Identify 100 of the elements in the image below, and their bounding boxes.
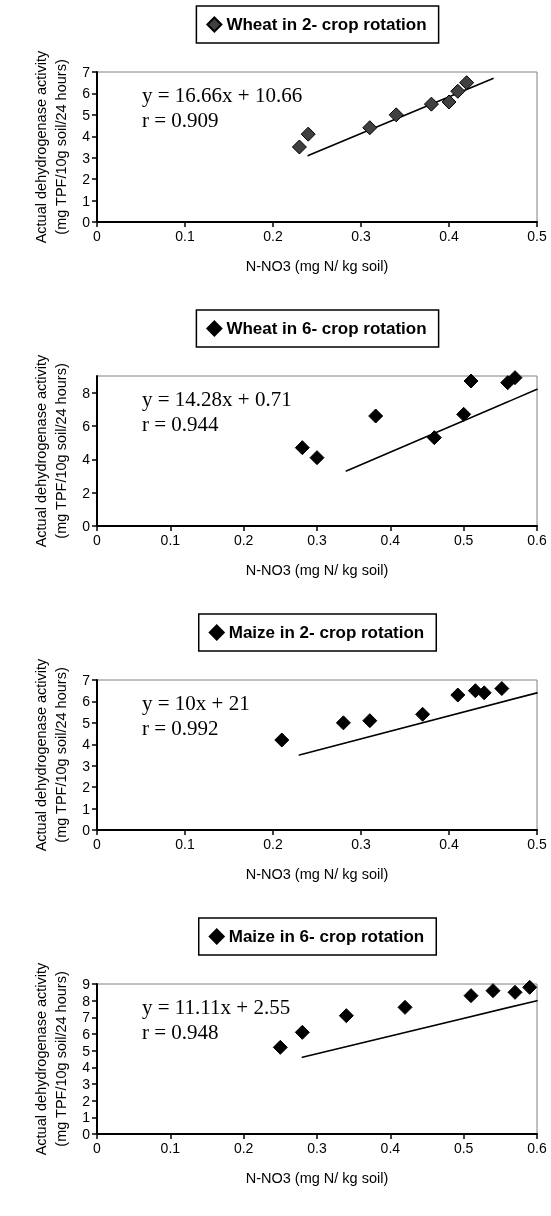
point [397, 999, 413, 1015]
annotation: y = 14.28x + 0.71 [142, 386, 292, 411]
y-tick-label: 0 [82, 214, 91, 230]
annotation: r = 0.909 [142, 107, 219, 132]
point [485, 983, 501, 999]
y-tick-label: 4 [82, 451, 91, 468]
x-tick-label: 0.2 [233, 1140, 254, 1156]
point [423, 96, 439, 112]
x-tick-label: 0.1 [175, 228, 195, 244]
y-tick-label: 0 [82, 1126, 91, 1142]
y-tick-label: 3 [82, 149, 91, 166]
y-tick-label: 0 [82, 822, 91, 838]
annotation: y = 10x + 21 [142, 690, 250, 715]
point [294, 440, 310, 456]
point [294, 1024, 310, 1040]
y-tick-label: 1 [82, 192, 91, 209]
point [362, 713, 378, 729]
x-tick-label: 0.4 [439, 836, 459, 852]
annotation: r = 0.944 [142, 411, 220, 436]
y-tick-label: 1 [82, 800, 91, 817]
y-tick-label: 4 [82, 1059, 91, 1076]
point [309, 450, 325, 466]
annotation: y = 16.66x + 10.66 [142, 82, 303, 107]
y-tick-label: 6 [82, 85, 91, 102]
x-tick-label: 0 [93, 532, 102, 548]
annotation: r = 0.992 [142, 715, 219, 740]
point [463, 988, 479, 1004]
y-tick-label: 5 [82, 714, 91, 731]
x-axis-title: N-NO3 (mg N/ kg soil) [245, 865, 389, 882]
y-tick-label: 7 [82, 1009, 91, 1026]
y-axis-title: Actual dehydrogenase activity (mg TPF/10g soil/24 hours) [33, 657, 69, 852]
x-tick-label: 0 [93, 1140, 102, 1156]
point [522, 979, 538, 995]
y-axis-title: Actual dehydrogenase activity (mg TPF/10g soil/24 hours) [33, 49, 69, 244]
point [456, 406, 472, 422]
legend-label: Wheat in 2- crop rotation [226, 15, 427, 34]
y-tick-label: 0 [82, 518, 91, 534]
x-tick-label: 0.3 [351, 228, 371, 244]
point [291, 139, 307, 155]
y-tick-label: 4 [82, 128, 91, 145]
x-tick-label: 0.1 [175, 836, 195, 852]
point [450, 83, 466, 99]
x-tick-label: 0.4 [439, 228, 459, 244]
x-tick-label: 0.2 [233, 532, 254, 548]
x-tick-label: 0.2 [263, 836, 283, 852]
x-tick-label: 0.3 [307, 532, 327, 548]
x-tick-label: 0.1 [160, 532, 181, 548]
x-tick-label: 0.5 [453, 1140, 474, 1156]
x-tick-label: 0.3 [307, 1140, 327, 1156]
point [459, 75, 475, 91]
legend-label: Wheat in 6- crop rotation [226, 319, 427, 338]
y-tick-label: 6 [82, 1026, 91, 1042]
x-tick-label: 0 [93, 836, 102, 852]
point [450, 687, 466, 703]
x-tick-label: 0.5 [453, 532, 474, 548]
x-axis-title: N-NO3 (mg N/ kg soil) [245, 561, 389, 578]
y-tick-label: 2 [82, 1092, 91, 1109]
x-tick-label: 0.4 [380, 532, 401, 548]
y-tick-label: 7 [82, 672, 91, 688]
y-tick-label: 6 [82, 693, 91, 710]
x-tick-label: 0.2 [263, 228, 283, 244]
point [272, 1039, 288, 1055]
x-tick-label: 0.4 [380, 1140, 401, 1156]
point [507, 370, 523, 386]
point [463, 373, 479, 389]
y-tick-label: 2 [82, 779, 91, 796]
point [368, 408, 384, 424]
y-axis-title: Actual dehydrogenase activity (mg TPF/10g soil/24 hours) [33, 353, 69, 548]
point [441, 94, 457, 110]
y-tick-label: 8 [82, 992, 91, 1009]
y-tick-label: 3 [82, 1076, 91, 1092]
y-tick-label: 1 [82, 1109, 91, 1126]
point [415, 706, 431, 722]
point [507, 984, 523, 1000]
y-tick-label: 2 [82, 171, 91, 188]
y-tick-label: 3 [82, 757, 91, 774]
x-tick-label: 0.1 [160, 1140, 181, 1156]
point [388, 107, 404, 123]
x-axis-title: N-NO3 (mg N/ kg soil) [245, 1169, 389, 1186]
y-tick-label: 6 [82, 418, 91, 434]
x-tick-label: 0 [93, 228, 102, 244]
x-tick-label: 0.3 [351, 836, 371, 852]
y-tick-label: 9 [82, 976, 91, 992]
point [476, 685, 492, 701]
point [362, 120, 378, 136]
point [426, 430, 442, 446]
y-tick-label: 7 [82, 64, 91, 80]
y-tick-label: 5 [82, 106, 91, 123]
y-axis-title: Actual dehydrogenase activity (mg TPF/10g soil/24 hours) [33, 961, 69, 1156]
point [494, 681, 510, 697]
y-tick-label: 5 [82, 1042, 91, 1059]
annotation: r = 0.948 [142, 1019, 219, 1044]
x-tick-label: 0.5 [527, 836, 547, 852]
point [335, 715, 351, 731]
point [274, 732, 290, 748]
y-tick-label: 2 [82, 484, 91, 501]
annotation: y = 11.11x + 2.55 [142, 994, 291, 1019]
x-tick-label: 0.6 [527, 532, 547, 548]
point [300, 126, 316, 142]
legend-label: Maize in 2- crop rotation [228, 623, 425, 642]
